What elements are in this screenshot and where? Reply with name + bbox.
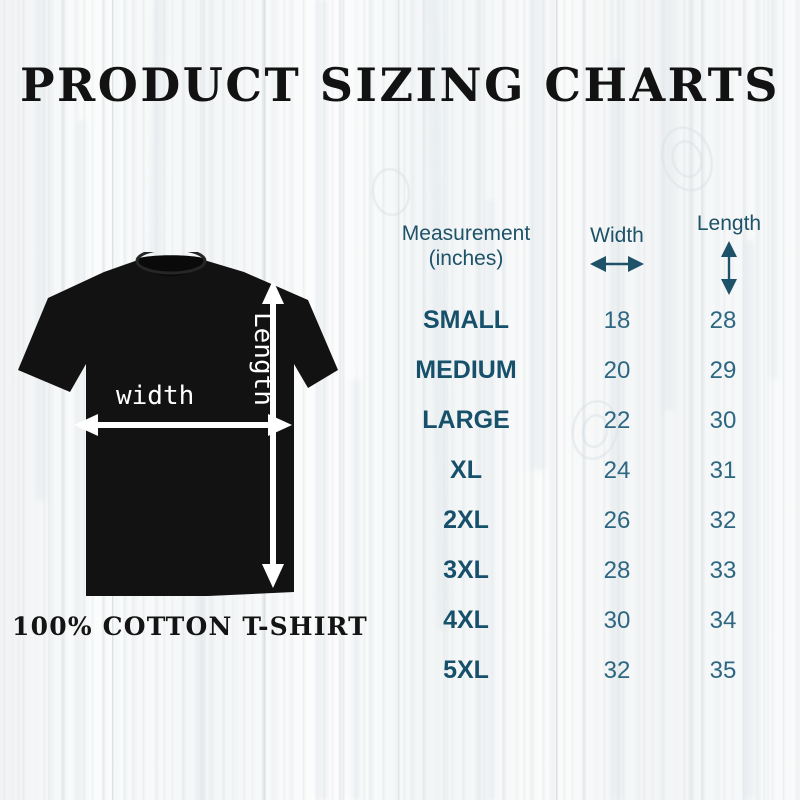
table-row: MEDIUM 20 29 bbox=[368, 358, 788, 408]
product-caption: 100% COTTON T-SHIRT bbox=[12, 612, 368, 641]
length-value: 31 bbox=[709, 457, 737, 484]
table-row: 2XL 26 32 bbox=[368, 508, 788, 558]
size-label: XL bbox=[450, 456, 482, 484]
width-value: 20 bbox=[603, 357, 631, 384]
table-row: SMALL 18 28 bbox=[368, 308, 788, 358]
size-label: 5XL bbox=[443, 656, 489, 684]
width-value: 30 bbox=[603, 607, 631, 634]
size-label: LARGE bbox=[422, 406, 510, 434]
measurement-header-line1: Measurement bbox=[401, 222, 531, 245]
length-measure-arrow bbox=[262, 280, 284, 588]
length-value: 29 bbox=[709, 357, 737, 384]
length-header-label: Length bbox=[696, 212, 762, 235]
table-row: 3XL 28 33 bbox=[368, 558, 788, 608]
width-value: 22 bbox=[603, 407, 631, 434]
page-title: PRODUCT SIZING CHARTS bbox=[19, 58, 781, 112]
length-value: 35 bbox=[709, 657, 737, 684]
table-header-row: Measurement (inches) Width Length bbox=[368, 212, 788, 308]
length-label: Length bbox=[248, 312, 278, 406]
length-value: 30 bbox=[709, 407, 737, 434]
table-row: LARGE 22 30 bbox=[368, 408, 788, 458]
size-label: 4XL bbox=[443, 606, 489, 634]
column-header-length: Length bbox=[670, 212, 788, 302]
size-label: 3XL bbox=[443, 556, 489, 584]
horizontal-double-arrow-icon bbox=[590, 255, 644, 272]
width-value: 18 bbox=[603, 307, 631, 334]
tshirt-illustration: width Length bbox=[8, 252, 348, 602]
length-value: 28 bbox=[709, 307, 737, 334]
length-value: 32 bbox=[709, 507, 737, 534]
column-header-measurement: Measurement (inches) bbox=[368, 222, 564, 272]
width-value: 28 bbox=[603, 557, 631, 584]
tshirt-collar-seam bbox=[135, 252, 207, 275]
width-header-label: Width bbox=[590, 224, 644, 247]
table-row: 4XL 30 34 bbox=[368, 608, 788, 658]
width-value: 26 bbox=[603, 507, 631, 534]
width-value: 24 bbox=[603, 457, 631, 484]
sizing-table: Measurement (inches) Width Length bbox=[368, 212, 788, 708]
size-label: 2XL bbox=[443, 506, 489, 534]
table-row: 5XL 32 35 bbox=[368, 658, 788, 708]
column-header-width: Width bbox=[564, 224, 670, 280]
width-label: width bbox=[116, 381, 194, 411]
length-value: 34 bbox=[709, 607, 737, 634]
width-value: 32 bbox=[603, 657, 631, 684]
length-value: 33 bbox=[709, 557, 737, 584]
measurement-header-line2: (inches) bbox=[428, 246, 504, 270]
table-row: XL 24 31 bbox=[368, 458, 788, 508]
size-label: SMALL bbox=[422, 306, 510, 334]
size-label: MEDIUM bbox=[415, 356, 517, 384]
vertical-double-arrow-icon bbox=[721, 240, 737, 295]
